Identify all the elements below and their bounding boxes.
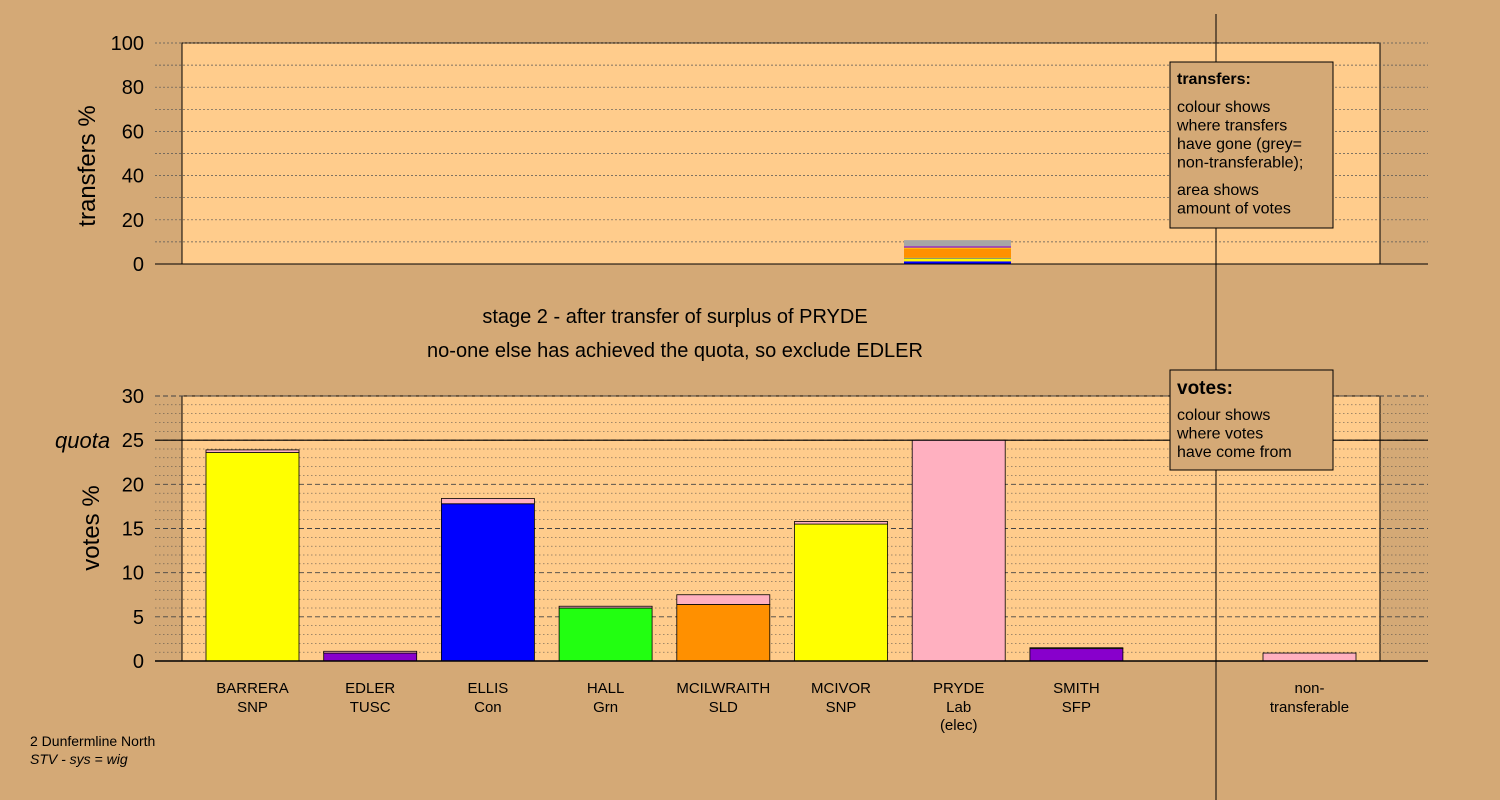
transfers-legend-title: transfers: (1177, 71, 1251, 88)
transfer-segment (904, 248, 1011, 258)
transfer-segment (904, 240, 1011, 247)
votes-bar-first-preference (1029, 648, 1124, 662)
transfers-legend: transfers: colour shows where transfersha… (1169, 61, 1334, 229)
transfers-y-tick-label: 20 (122, 210, 144, 232)
transfers-legend-text: amount of votes (1177, 201, 1291, 218)
transfers-y-tick-label: 60 (122, 121, 144, 143)
votes-legend-text: where votes (1176, 426, 1263, 443)
votes-bar-first-preference (911, 439, 1006, 662)
candidate-name-label: MCILWRAITH (676, 680, 770, 697)
votes-bar-first-preference (205, 452, 300, 662)
transfers-legend-text: non-transferable); (1177, 155, 1303, 172)
candidate-name-label: ELLIS (467, 680, 508, 697)
votes-bars (205, 439, 1357, 662)
votes-bar-first-preference (440, 503, 535, 662)
candidate-party-label: SNP (826, 699, 857, 716)
transfers-y-tick-label: 40 (122, 166, 144, 188)
votes-y-ticks: 0 5 10 15 20 25 30 (122, 386, 144, 673)
transfers-y-ticks: 0 20 40 60 80 100 (111, 33, 144, 276)
votes-legend-title: votes: (1177, 378, 1233, 399)
transfer-segment (904, 246, 1011, 248)
transfers-stack (904, 240, 1011, 264)
transfers-legend-text: area shows (1177, 182, 1259, 199)
votes-bar-transfer (676, 594, 771, 605)
transfer-segment (904, 257, 1011, 259)
votes-bar-transfer (205, 449, 300, 453)
candidate-note-label: (elec) (940, 717, 978, 734)
footer-line-2: STV - sys = wig (30, 751, 128, 767)
candidate-party-label: Grn (593, 699, 618, 716)
votes-y-tick-label: 30 (122, 386, 144, 408)
candidate-name-label: HALL (587, 680, 625, 697)
votes-y-label: votes % (78, 485, 105, 570)
votes-bar-transfer (323, 650, 418, 654)
stage-title: stage 2 - after transfer of surplus of P… (482, 306, 867, 328)
candidate-party-label: Con (474, 699, 502, 716)
candidate-party-label: SFP (1062, 699, 1091, 716)
candidate-party-label: TUSC (350, 699, 391, 716)
transfer-segment (904, 261, 1011, 264)
votes-bar-transfer (794, 521, 888, 525)
votes-y-tick-label: 25 (122, 430, 144, 452)
transfers-legend-text: have gone (grey= (1177, 136, 1302, 153)
transfers-legend-text: where transfers (1176, 118, 1287, 135)
transfer-segment (904, 258, 1011, 259)
transfer-segment (904, 247, 1011, 249)
candidate-labels: BARRERA SNP EDLER TUSC ELLIS Con HALL Grn MCILWR… (216, 680, 1349, 734)
nontransferable-bar (1262, 652, 1357, 662)
quota-label: quota (55, 428, 110, 453)
transfers-y-label: transfers % (74, 105, 101, 226)
votes-bar-transfer (1029, 647, 1124, 650)
transfers-y-tick-label: 0 (133, 254, 144, 276)
transfers-y-tick-label: 80 (122, 77, 144, 99)
candidate-party-label: Lab (946, 699, 971, 716)
votes-y-tick-label: 15 (122, 519, 144, 541)
votes-legend-text: have come from (1177, 444, 1292, 461)
votes-panel: 0 5 10 15 20 25 30 BARRERA SNP EDLER TUSC ELLIS Con… (55, 386, 1428, 734)
transfers-legend-box (1169, 61, 1334, 229)
votes-y-tick-label: 20 (122, 474, 144, 496)
votes-bar-transfer (558, 605, 653, 609)
votes-bar-first-preference (794, 523, 888, 662)
candidate-name-label: PRYDE (933, 680, 984, 697)
nontransferable-label-line-1: non- (1294, 680, 1324, 697)
footer-line-1: 2 Dunfermline North (30, 733, 155, 749)
transfer-segment (904, 258, 1011, 262)
votes-y-tick-label: 10 (122, 563, 144, 585)
votes-legend-text: colour shows (1177, 407, 1270, 424)
candidate-name-label: BARRERA (216, 680, 289, 697)
transfers-legend-text: colour shows (1177, 99, 1270, 116)
candidate-party-label: SLD (709, 699, 738, 716)
candidate-name-label: EDLER (345, 680, 395, 697)
candidate-party-label: SNP (237, 699, 268, 716)
votes-y-tick-label: 0 (133, 651, 144, 673)
votes-bar-first-preference (558, 607, 653, 662)
votes-legend-box (1169, 369, 1334, 471)
nontransferable-label-line-2: transferable (1270, 699, 1349, 716)
transfers-y-tick-label: 100 (111, 33, 144, 55)
votes-bar-first-preference (323, 652, 418, 662)
votes-y-tick-label: 5 (133, 607, 144, 629)
votes-bar-first-preference (676, 604, 771, 662)
candidate-name-label: SMITH (1053, 680, 1100, 697)
stage-subtitle: no-one else has achieved the quota, so e… (427, 340, 923, 362)
votes-bar-transfer (440, 498, 535, 505)
candidate-name-label: MCIVOR (811, 680, 871, 697)
